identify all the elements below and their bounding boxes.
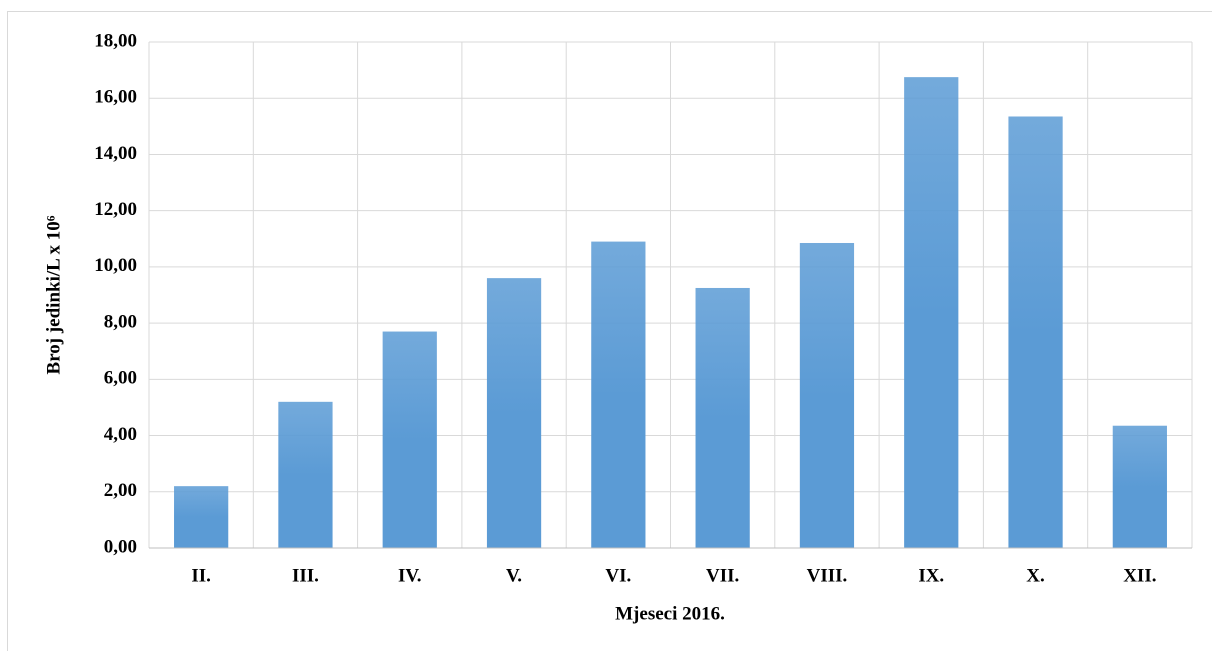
bar	[1112, 425, 1167, 548]
x-tick-label: IX.	[918, 565, 944, 586]
x-tick-label: XII.	[1123, 565, 1156, 586]
x-tick-label: IV.	[398, 565, 421, 586]
bar	[1008, 116, 1063, 548]
y-tick-label: 2,00	[104, 480, 137, 501]
x-axis-title: Mjeseci 2016.	[615, 603, 725, 624]
bar	[799, 242, 855, 548]
y-tick-label: 12,00	[94, 199, 137, 220]
x-tick-label: V.	[506, 565, 522, 586]
x-tick-label: VIII.	[807, 565, 848, 586]
bar	[591, 241, 646, 549]
y-tick-label: 10,00	[94, 255, 137, 276]
x-tick-label: VII.	[706, 565, 739, 586]
bar	[382, 331, 437, 548]
y-tick-label: 0,00	[104, 536, 137, 557]
bar	[904, 77, 959, 548]
y-tick-label: 8,00	[104, 311, 137, 332]
x-tick-label: III.	[292, 565, 319, 586]
bar	[486, 278, 542, 548]
y-axis-title: Broj jedinki/L x 10⁶	[43, 215, 64, 374]
y-tick-label: 6,00	[104, 368, 137, 389]
x-tick-label: II.	[191, 565, 211, 586]
bar	[278, 401, 333, 548]
y-tick-label: 4,00	[104, 424, 137, 445]
x-tick-label: VI.	[605, 565, 631, 586]
x-tick-label: X.	[1026, 565, 1044, 586]
y-tick-label: 14,00	[94, 143, 137, 164]
y-tick-label: 16,00	[94, 87, 137, 108]
y-tick-label: 18,00	[94, 30, 137, 51]
bar	[695, 287, 750, 548]
bar	[174, 486, 229, 548]
